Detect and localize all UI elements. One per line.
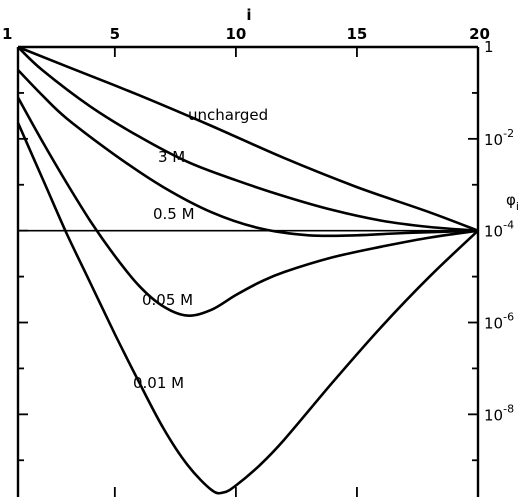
curve-label-uncharged: uncharged <box>188 106 268 124</box>
x-tick-label-20: 20 <box>469 25 490 43</box>
curve-0-05-m <box>16 96 479 317</box>
x-tick-label-5: 5 <box>110 25 120 43</box>
x-tick-label-1: 1 <box>2 25 12 43</box>
curve-label-0-05-m: 0.05 M <box>142 291 193 309</box>
y-tick-label: 10-2 <box>484 127 514 149</box>
curve-label-0-01-m: 0.01 M <box>133 374 184 392</box>
curve-3-m <box>17 46 479 232</box>
y-tick-label: 10-4 <box>484 219 514 241</box>
x-axis-label: i <box>246 6 251 24</box>
y-tick-exponent: -6 <box>503 311 514 324</box>
curve-label-0-5-m: 0.5 M <box>153 205 195 223</box>
y-tick-exponent: -2 <box>503 127 514 140</box>
y-tick-exponent: -4 <box>503 219 514 232</box>
x-tick-label-15: 15 <box>347 25 368 43</box>
y-tick-label: 10-6 <box>484 311 514 333</box>
curve-label-3-m: 3 M <box>158 148 185 166</box>
plot-frame <box>16 45 480 497</box>
y-tick-exponent: -8 <box>503 402 514 415</box>
curve-0-01-m <box>16 122 479 495</box>
curve-uncharged <box>17 45 479 232</box>
x-tick-label-10: 10 <box>225 25 246 43</box>
curve-0-5-m <box>17 69 479 238</box>
ticks-layer <box>17 46 479 497</box>
y-tick-label: 10-8 <box>484 402 514 424</box>
y-axis-label-subscript: i <box>516 200 519 213</box>
y-axis-label: φi <box>506 191 519 213</box>
y-tick-label: 1 <box>484 38 494 56</box>
curves-layer <box>16 45 479 495</box>
